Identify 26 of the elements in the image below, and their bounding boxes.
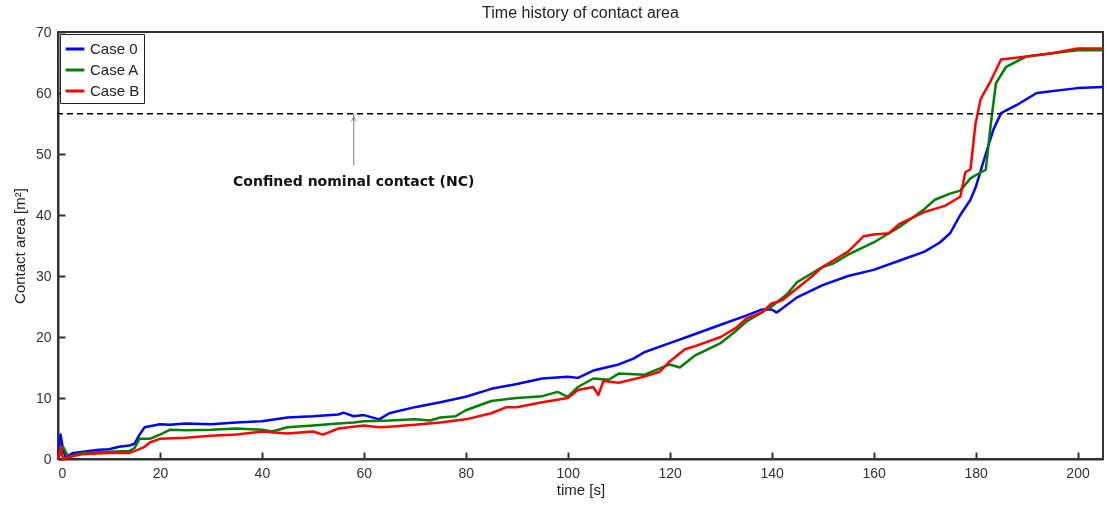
y-tick-label: 40 xyxy=(35,206,52,223)
y-tick-label: 30 xyxy=(35,267,52,284)
legend-label: Case A xyxy=(90,61,139,78)
x-tick-label: 140 xyxy=(760,464,785,481)
x-tick-label: 40 xyxy=(254,464,271,481)
y-tick-label: 60 xyxy=(35,84,52,101)
chart-title: Time history of contact area xyxy=(482,4,680,21)
legend-label: Case 0 xyxy=(90,40,138,57)
x-tick-label: 0 xyxy=(58,464,67,481)
x-tick-label: 60 xyxy=(356,464,373,481)
x-tick-label: 180 xyxy=(964,464,988,481)
x-tick-label: 160 xyxy=(862,464,886,481)
x-tick-label: 100 xyxy=(556,464,581,481)
x-tick-label: 20 xyxy=(152,464,169,481)
ref-line-label: Confined nominal contact (NC) xyxy=(233,173,475,190)
y-tick-label: 70 xyxy=(35,23,52,40)
x-axis-title: time [s] xyxy=(556,480,606,498)
y-tick-label: 50 xyxy=(35,145,52,162)
x-tick-label: 200 xyxy=(1066,464,1090,481)
x-tick-label: 120 xyxy=(658,464,683,481)
legend-label: Case B xyxy=(90,82,140,99)
x-tick-label: 80 xyxy=(458,464,475,481)
y-tick-label: 10 xyxy=(35,389,52,406)
y-axis-title: Contact area [m²] xyxy=(10,188,28,304)
y-tick-label: 0 xyxy=(43,450,52,467)
y-tick-label: 20 xyxy=(35,328,52,345)
